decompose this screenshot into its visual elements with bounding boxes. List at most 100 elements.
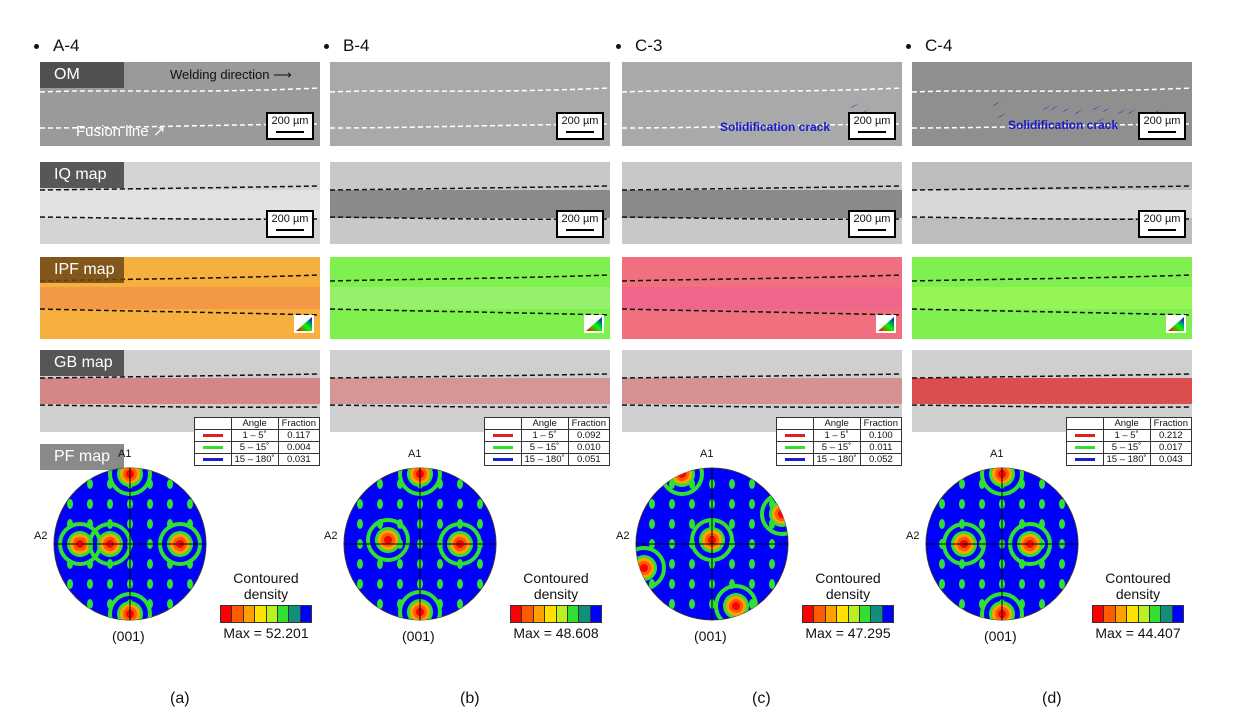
crack-label: Solidification crack — [1008, 118, 1119, 132]
pole-figure-plot — [635, 467, 789, 621]
pf-contour-spot — [749, 499, 755, 509]
pf-contour-spot — [437, 559, 443, 569]
fraction-header: Fraction — [567, 417, 611, 430]
density-color-step — [871, 606, 883, 622]
gb-table-row: 1 – 5˚ 0.092 — [483, 429, 611, 442]
row-label-gb: GB map — [40, 350, 124, 376]
pf-contour-spot — [87, 499, 93, 509]
fraction-header: Fraction — [1149, 417, 1193, 430]
pf-contour-spot — [749, 519, 755, 529]
scale-bar: 200 µm — [848, 112, 896, 140]
pf-contour-spot — [1019, 579, 1025, 589]
density-color-step — [1115, 606, 1128, 622]
ipf-color-key-icon — [294, 315, 314, 333]
angle-cell: 15 – 180˚ — [812, 453, 861, 466]
angle-header: Angle — [520, 417, 569, 430]
crack-arrow-icon — [992, 101, 1001, 106]
density-color-step — [522, 606, 534, 622]
fraction-cell: 0.100 — [859, 429, 903, 442]
iq-panel: IQ map 200 µm — [40, 162, 320, 244]
gb-fraction-table: Angle Fraction 1 – 5˚ 0.212 5 – 15˚ 0.017 1… — [1065, 417, 1193, 466]
pf-contour-spot — [167, 579, 173, 589]
pf-contour-spot — [437, 579, 443, 589]
subfigure-label: (b) — [460, 690, 480, 707]
pf-contour-spot — [1039, 579, 1045, 589]
ipf-image — [912, 257, 1192, 339]
angle-cell: 1 – 5˚ — [812, 429, 861, 442]
density-color-step — [277, 606, 290, 622]
pf-contour-spot — [147, 579, 153, 589]
pf-contour-spot — [1019, 499, 1025, 509]
pf-contour-spot — [689, 559, 695, 569]
density-color-step — [266, 606, 278, 622]
gb-table-row: 1 – 5˚ 0.117 — [193, 429, 321, 442]
pf-contour-spot — [1039, 499, 1045, 509]
density-color-step — [825, 606, 838, 622]
density-color-step — [1127, 606, 1139, 622]
pf-contour-spot — [187, 479, 193, 489]
bullet-icon — [616, 44, 621, 50]
sample-title: C-3 — [612, 36, 662, 56]
pf-contour-spot — [729, 499, 735, 509]
crack-arrow-icon — [1097, 117, 1106, 122]
pf-contour-spot — [187, 499, 193, 509]
ipf-panel — [912, 257, 1192, 339]
pf-contour-spot — [357, 499, 363, 509]
angle-cell: 15 – 180˚ — [230, 453, 279, 466]
om-panel: 200 µm — [330, 62, 610, 146]
pf-contour-spot — [167, 479, 173, 489]
gb-table-header: Angle Fraction — [775, 417, 903, 430]
density-legend: Contoured density Max = 47.295 — [800, 570, 896, 641]
pf-contour-spot — [1059, 519, 1065, 529]
pf-contour-spot — [729, 559, 735, 569]
density-legend: Contoured density Max = 48.608 — [508, 570, 604, 641]
pf-axis-a1: A1 — [408, 448, 422, 460]
subfigure-label: (c) — [752, 690, 771, 707]
ipf-color-key-icon — [1166, 315, 1186, 333]
fraction-header: Fraction — [859, 417, 903, 430]
bullet-icon — [34, 44, 39, 50]
ipf-image — [330, 257, 610, 339]
pf-contour-spot — [377, 499, 383, 509]
angle-cell: 5 – 15˚ — [812, 441, 861, 454]
density-color-step — [300, 606, 311, 622]
density-color-step — [221, 606, 233, 622]
sample-title-text: A-4 — [53, 36, 80, 55]
pf-contour-spot — [457, 499, 463, 509]
row-label-pf: PF map — [40, 444, 124, 470]
ipf-panel — [622, 257, 902, 339]
pf-axis-a1: A1 — [118, 448, 132, 460]
ipf-panel — [330, 257, 610, 339]
angle-header: Angle — [1102, 417, 1151, 430]
pf-contour-spot — [167, 499, 173, 509]
row-label-iq: IQ map — [40, 162, 124, 188]
pf-contour-spot — [1059, 599, 1065, 609]
gb-table-row: 1 – 5˚ 0.100 — [775, 429, 903, 442]
pf-axis-a1: A1 — [990, 448, 1004, 460]
pole-figure-plot — [343, 467, 497, 621]
pf-contour-spot — [67, 479, 73, 489]
pf-contour-spot — [979, 559, 985, 569]
density-color-step — [511, 606, 523, 622]
density-color-scale — [802, 605, 894, 623]
gb-table-row: 15 – 180˚ 0.051 — [483, 453, 611, 466]
density-title-2: density — [243, 586, 289, 602]
pf-contour-spot — [187, 579, 193, 589]
pf-contour-spot — [457, 599, 463, 609]
pf-contour-spot — [437, 499, 443, 509]
pole-figure: A1 A2 (001) — [324, 448, 498, 648]
gb-panel: Angle Fraction 1 – 5˚ 0.100 5 – 15˚ 0.011 1… — [622, 350, 903, 466]
pf-contour-spot — [87, 599, 93, 609]
pf-contour-spot — [749, 479, 755, 489]
scale-bar: 200 µm — [266, 112, 314, 140]
crack-label: Solidification crack — [720, 120, 831, 134]
density-color-step — [803, 606, 815, 622]
blue-line-icon — [492, 457, 513, 461]
gb-table-row: 1 – 5˚ 0.212 — [1065, 429, 1193, 442]
pf-contour-spot — [769, 579, 775, 589]
pf-contour-spot — [1059, 579, 1065, 589]
pole-figure: A1 A2 (001) — [906, 448, 1080, 648]
pole-figure-plot — [53, 467, 207, 621]
density-color-step — [289, 606, 301, 622]
pf-contour-spot — [477, 499, 483, 509]
